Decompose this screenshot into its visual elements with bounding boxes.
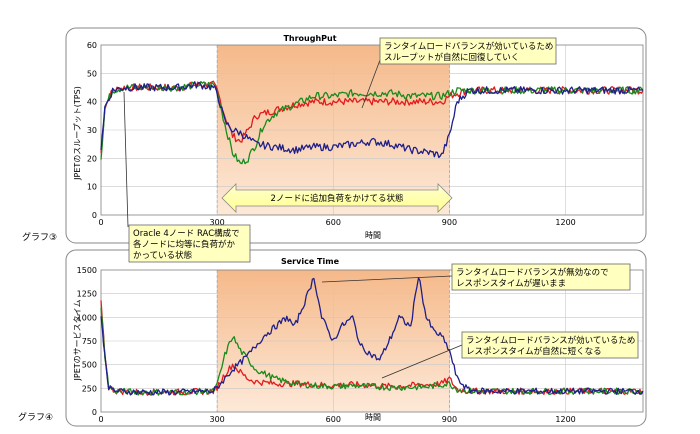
graph4-label: グラフ④ bbox=[18, 411, 53, 423]
rac-note-line2: 各ノードに均等に負荷がか bbox=[133, 239, 236, 250]
y-tick-label: 1250 bbox=[77, 290, 97, 299]
throughput-x-ticks: 0 300 600 900 1200 bbox=[98, 218, 575, 227]
x-tick-label: 600 bbox=[326, 218, 341, 227]
x-tick-label: 1200 bbox=[555, 415, 575, 424]
x-tick-label: 1200 bbox=[555, 218, 575, 227]
graph3-label: グラフ③ bbox=[22, 231, 57, 243]
y-tick-label: 60 bbox=[87, 41, 97, 50]
tp-note-line1: ランタイムロードバランスが効いているため bbox=[384, 41, 553, 52]
throughput-grid bbox=[101, 45, 643, 215]
throughput-xlabel: 時間 bbox=[365, 231, 381, 240]
st-note1-line1: ランタイムロードバランスが無効なので bbox=[456, 267, 609, 278]
x-tick-label: 900 bbox=[442, 415, 457, 424]
load-arrow-text: 2ノードに追加負荷をかけてる状態 bbox=[271, 193, 404, 204]
throughput-series-group bbox=[100, 80, 644, 165]
series-line-navy bbox=[100, 81, 644, 159]
service-time-chart: Service Time 0 250 500 750 1000 1250 1500 0 300… bbox=[73, 257, 644, 424]
y-tick-label: 40 bbox=[87, 98, 97, 107]
load-period-arrow: 2ノードに追加負荷をかけてる状態 bbox=[221, 183, 453, 213]
service-time-plot-area bbox=[100, 269, 644, 413]
service-time-series-group bbox=[100, 277, 644, 396]
tp-note-line2: スループットが自然に回復していく bbox=[384, 52, 519, 63]
y-tick-label: 20 bbox=[87, 154, 97, 163]
rac-balanced-callout: Oracle 4ノード RAC構成で 各ノードに均等に負荷がか かっている状態 bbox=[123, 91, 251, 263]
response-recovery-callout: ランタイムロードバランスが効いているため レスポンスタイムが自然に短くなる bbox=[381, 331, 639, 379]
y-tick-label: 250 bbox=[82, 384, 97, 393]
series-line-red bbox=[100, 80, 644, 153]
y-tick-label: 50 bbox=[87, 69, 97, 78]
service-time-ylabel: JPETのサービスタイム bbox=[73, 300, 82, 382]
y-tick-label: 1500 bbox=[77, 266, 97, 275]
y-tick-label: 500 bbox=[82, 361, 97, 370]
x-tick-label: 900 bbox=[442, 218, 457, 227]
rac-note-line1: Oracle 4ノード RAC構成で bbox=[133, 228, 240, 239]
x-tick-label: 0 bbox=[98, 415, 103, 424]
service-time-y-ticks: 0 250 500 750 1000 1250 1500 bbox=[77, 266, 97, 417]
service-time-x-ticks: 0 300 600 900 1200 bbox=[98, 415, 575, 424]
y-tick-label: 1000 bbox=[77, 313, 97, 322]
throughput-title: ThroughPut bbox=[283, 34, 336, 43]
y-tick-label: 0 bbox=[92, 211, 97, 220]
st-note1-line2: レスポンスタイムが遅いまま bbox=[456, 278, 566, 289]
y-tick-label: 10 bbox=[87, 183, 97, 192]
series-line-green bbox=[100, 308, 644, 396]
x-tick-label: 300 bbox=[210, 415, 225, 424]
x-tick-label: 0 bbox=[98, 218, 103, 227]
x-tick-label: 300 bbox=[210, 218, 225, 227]
service-time-title: Service Time bbox=[281, 257, 340, 266]
service-time-xlabel: 時間 bbox=[365, 413, 381, 422]
rac-note-line3: かっている状態 bbox=[133, 250, 192, 261]
y-tick-label: 30 bbox=[87, 126, 97, 135]
series-line-navy bbox=[100, 277, 644, 396]
st-note2-line1: ランタイムロードバランスが効いているため bbox=[466, 335, 635, 346]
y-tick-label: 750 bbox=[82, 337, 97, 346]
throughput-ylabel: JPETのスループット(TPS) bbox=[73, 86, 82, 181]
throughput-recovery-callout: ランタイムロードバランスが効いているため スループットが自然に回復していく bbox=[361, 37, 557, 109]
throughput-plot-area bbox=[100, 44, 644, 216]
y-tick-label: 0 bbox=[92, 408, 97, 417]
throughput-y-ticks: 0 10 20 30 40 50 60 bbox=[87, 41, 97, 220]
st-note2-line2: レスポンスタイムが自然に短くなる bbox=[466, 346, 602, 357]
x-tick-label: 600 bbox=[326, 415, 341, 424]
response-slow-callout: ランタイムロードバランスが無効なので レスポンスタイムが遅いまま bbox=[321, 263, 631, 291]
